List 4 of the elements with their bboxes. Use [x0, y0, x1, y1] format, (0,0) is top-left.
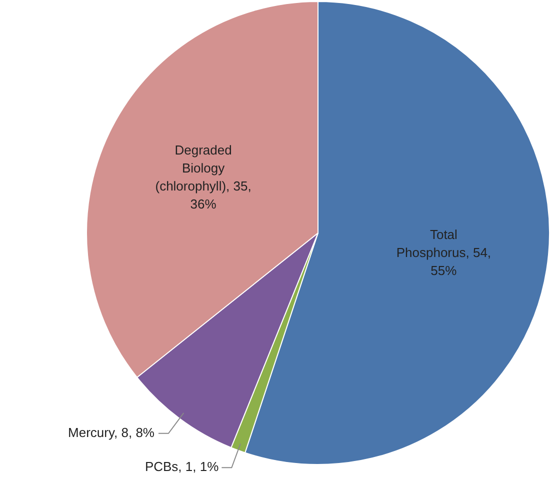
slice-label: Degraded Biology (chlorophyll), 35, 36%	[155, 142, 252, 212]
slice-label: Mercury, 8, 8%	[68, 424, 155, 440]
slice-label: PCBs, 1, 1%	[144, 459, 220, 474]
slice-label: Total Phosphorus, 54, 55%	[396, 226, 492, 278]
